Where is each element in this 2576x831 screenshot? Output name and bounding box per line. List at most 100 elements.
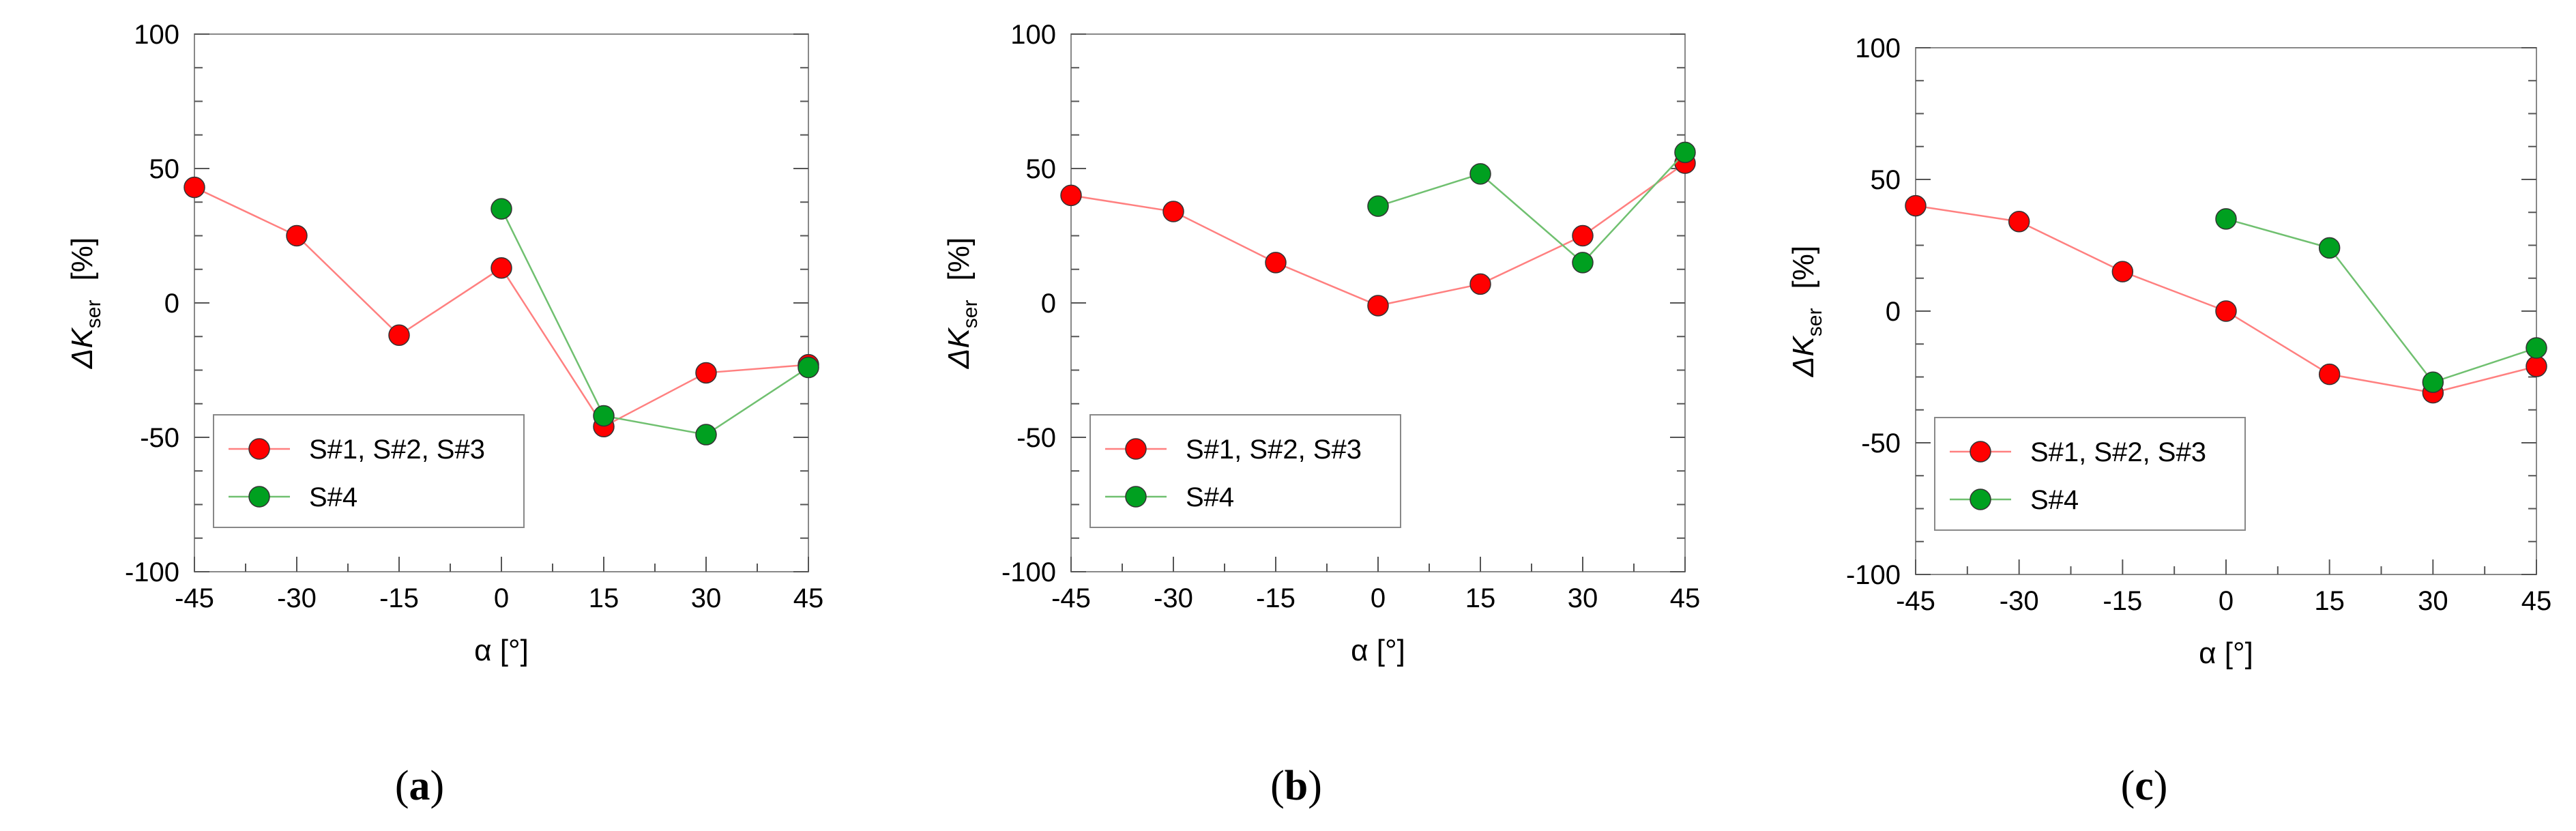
- data-point-series-1: [2318, 237, 2341, 259]
- y-tick-label: 50: [149, 154, 180, 184]
- caption-open-paren: (: [395, 763, 409, 809]
- y-axis-label: ΔKser [%]: [1787, 246, 1826, 377]
- caption-letter: a: [409, 763, 430, 809]
- data-point-series-1: [1674, 141, 1696, 164]
- data-point-series-0: [388, 324, 410, 347]
- y-tick-label: 100: [1010, 20, 1056, 50]
- legend-label: S#1, S#2, S#3: [1186, 435, 1362, 465]
- x-tick-label: -30: [277, 583, 317, 613]
- legend-swatch-marker: [248, 438, 270, 460]
- x-tick-label: 30: [1568, 583, 1598, 613]
- legend-label: S#4: [2030, 485, 2079, 515]
- y-axis-label-symbol: ΔK: [1787, 336, 1820, 378]
- x-tick-label: 0: [494, 583, 509, 613]
- chart-panel-b: -45 -30 -15 0 15 30 45 -100 -50 0 50 100 α [°] ΔKser […: [942, 20, 1700, 809]
- legend-box: [213, 414, 525, 528]
- panel-caption: (c): [2121, 763, 2168, 809]
- data-point-series-1: [593, 405, 615, 427]
- series-line-0: [1915, 205, 2537, 394]
- y-axis-label-unit: [%]: [942, 237, 976, 281]
- legend-label: S#1, S#2, S#3: [309, 435, 485, 465]
- data-point-series-0: [2526, 355, 2547, 377]
- legend: S#1, S#2, S#3 S#4: [1934, 417, 2246, 531]
- x-tick-label: 0: [1371, 583, 1386, 613]
- data-point-series-1: [491, 198, 512, 220]
- data-point-series-0: [1162, 201, 1184, 222]
- legend-box: [1934, 417, 2246, 531]
- data-point-series-1: [695, 424, 717, 446]
- data-point-series-0: [184, 176, 205, 199]
- x-tick-label: 15: [589, 583, 619, 613]
- y-tick-label: 50: [1026, 154, 1057, 184]
- legend-swatch-marker: [1970, 441, 1991, 463]
- x-tick-label: -15: [379, 583, 419, 613]
- y-tick-label: -100: [125, 557, 179, 587]
- x-tick-label: 30: [691, 583, 722, 613]
- y-axis-label-symbol: ΔK: [942, 327, 976, 370]
- panel-caption: (a): [395, 763, 444, 809]
- data-point-series-0: [286, 224, 308, 247]
- data-point-series-0: [1367, 295, 1389, 317]
- legend: S#1, S#2, S#3 S#4: [1089, 414, 1401, 528]
- caption-open-paren: (: [1270, 763, 1285, 809]
- y-tick-label: -100: [1846, 560, 1901, 590]
- chart-panel-a: -45 -30 -15 0 15 30 45 -100 -50 0 50 100 α [°] ΔKser […: [65, 20, 823, 809]
- data-point-series-1: [2215, 208, 2237, 230]
- y-tick-label: 0: [1886, 297, 1901, 327]
- data-point-series-0: [1572, 224, 1594, 247]
- data-point-series-0: [1060, 184, 1082, 207]
- x-axis-label: α [°]: [1351, 634, 1405, 667]
- data-point-series-0: [2318, 363, 2341, 385]
- data-point-series-1: [1572, 252, 1594, 274]
- x-tick-label: -15: [1256, 583, 1296, 613]
- y-tick-label: -50: [1861, 428, 1901, 458]
- y-axis-label-unit: [%]: [1787, 246, 1820, 289]
- x-tick-label: 0: [2219, 586, 2234, 616]
- data-point-series-0: [2008, 211, 2030, 233]
- data-point-series-1: [2526, 337, 2547, 359]
- chart-panel-c: -45 -30 -15 0 15 30 45 -100 -50 0 50 100 α [°] ΔKser […: [1787, 33, 2551, 809]
- legend: S#1, S#2, S#3 S#4: [213, 414, 525, 528]
- x-tick-label: -45: [1896, 586, 1935, 616]
- y-axis-label: ΔKser [%]: [65, 237, 105, 369]
- y-tick-label: -100: [1001, 557, 1056, 587]
- legend-swatch-marker: [1970, 489, 1991, 510]
- y-tick-label: -50: [140, 423, 179, 453]
- data-point-series-0: [491, 257, 512, 279]
- caption-open-paren: (: [2121, 763, 2135, 809]
- x-tick-label: 45: [1670, 583, 1701, 613]
- data-point-series-0: [695, 362, 717, 384]
- y-axis-label-subscript: ser: [83, 300, 105, 329]
- y-axis-label-symbol: ΔK: [65, 327, 99, 370]
- data-point-series-1: [797, 356, 819, 379]
- series-line-1: [500, 208, 809, 436]
- legend-swatch-marker: [1125, 486, 1147, 508]
- series-line-0: [194, 186, 809, 428]
- caption-letter: c: [2135, 763, 2154, 809]
- x-axis-label: α [°]: [2199, 637, 2253, 670]
- caption-letter: b: [1285, 763, 1308, 809]
- data-point-series-0: [2215, 300, 2237, 322]
- x-tick-label: -15: [2103, 586, 2142, 616]
- data-point-series-1: [2422, 371, 2444, 393]
- y-tick-label: 0: [164, 289, 179, 319]
- x-tick-label: -30: [1154, 583, 1193, 613]
- legend-swatch-marker: [248, 486, 270, 508]
- caption-close-paren: ): [430, 763, 445, 809]
- y-axis-label-subscript: ser: [1804, 308, 1826, 337]
- legend-label: S#1, S#2, S#3: [2030, 437, 2206, 467]
- y-tick-label: 100: [134, 20, 179, 50]
- y-axis-label-subscript: ser: [959, 300, 982, 329]
- caption-close-paren: ): [2154, 763, 2168, 809]
- legend-box: [1089, 414, 1401, 528]
- y-axis-label-unit: [%]: [65, 237, 99, 281]
- caption-close-paren: ): [1308, 763, 1322, 809]
- x-tick-label: -45: [1051, 583, 1091, 613]
- x-axis-label: α [°]: [474, 634, 529, 667]
- series-line-1: [1377, 151, 1686, 264]
- x-tick-label: 30: [2418, 586, 2448, 616]
- x-tick-label: 45: [2521, 586, 2552, 616]
- y-tick-label: 50: [1871, 165, 1901, 195]
- legend-label: S#4: [1186, 482, 1234, 512]
